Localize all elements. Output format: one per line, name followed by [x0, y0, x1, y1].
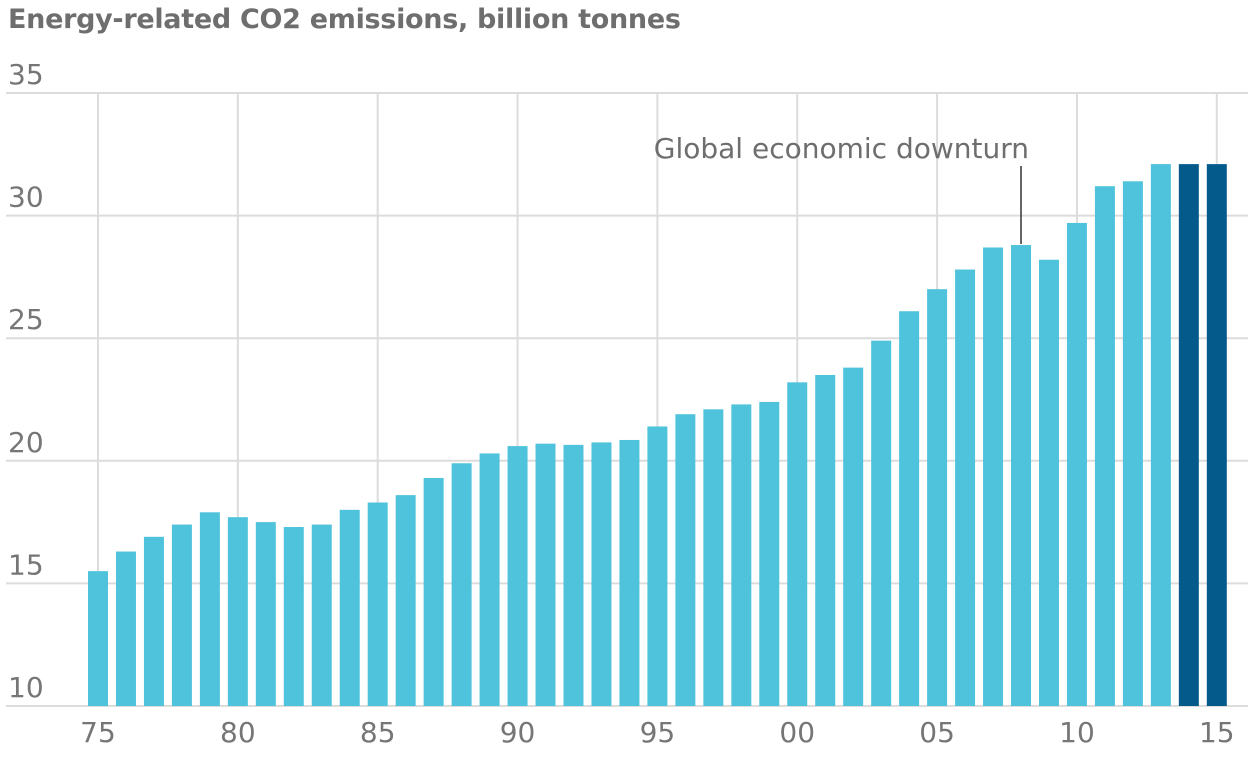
bar-2006 — [955, 269, 976, 706]
bar-2000 — [787, 382, 808, 706]
bar-1998 — [731, 404, 752, 706]
x-tick-label: 80 — [220, 716, 256, 749]
bar-1975 — [88, 571, 108, 706]
bar-2012 — [1122, 181, 1143, 707]
x-axis-ticks: 75 80 85 90 95 00 05 10 15 — [80, 716, 1234, 749]
bar-2008 — [1011, 245, 1032, 707]
bar-1976 — [115, 551, 136, 706]
bar-1993 — [591, 442, 612, 706]
x-tick-label: 00 — [779, 716, 815, 749]
bar-2014 — [1178, 164, 1199, 706]
bar-1991 — [535, 443, 556, 706]
bar-1990 — [507, 446, 528, 706]
bar-1988 — [451, 463, 472, 706]
x-tick-label: 95 — [640, 716, 676, 749]
bar-2003 — [871, 340, 892, 706]
bar-1987 — [423, 477, 444, 706]
y-tick-label: 30 — [8, 181, 44, 214]
bar-1986 — [395, 495, 416, 706]
bar-2005 — [927, 289, 948, 706]
bar-1985 — [367, 502, 388, 706]
bar-1983 — [311, 524, 332, 706]
bar-2004 — [899, 311, 920, 706]
bar-1999 — [759, 401, 780, 706]
x-tick-label: 85 — [360, 716, 396, 749]
bar-2011 — [1094, 186, 1115, 706]
y-tick-label: 20 — [8, 426, 44, 459]
bar-1984 — [339, 509, 360, 706]
y-axis-ticks: 10 15 20 25 30 35 — [8, 58, 44, 704]
x-tick-label: 10 — [1059, 716, 1095, 749]
bar-1979 — [199, 512, 220, 706]
bar-2002 — [843, 367, 864, 706]
bar-2015 — [1206, 164, 1227, 706]
bar-2009 — [1038, 259, 1059, 706]
bar-2007 — [983, 247, 1004, 706]
bar-1996 — [675, 414, 696, 706]
y-tick-label: 35 — [8, 58, 44, 91]
bar-1997 — [703, 409, 724, 706]
bar-1982 — [283, 527, 304, 706]
x-tick-label: 75 — [80, 716, 116, 749]
bar-1980 — [227, 517, 248, 706]
bar-2010 — [1066, 222, 1087, 706]
y-tick-label: 10 — [8, 671, 44, 704]
x-tick-label: 90 — [500, 716, 536, 749]
y-tick-label: 25 — [8, 303, 44, 336]
bar-2013 — [1150, 164, 1171, 706]
x-tick-label: 15 — [1199, 716, 1235, 749]
bar-1995 — [647, 426, 668, 706]
bar-1989 — [479, 453, 500, 706]
bar-1977 — [143, 536, 164, 706]
annotation: Global economic downturn — [654, 132, 1029, 245]
y-tick-label: 15 — [8, 548, 44, 581]
bars — [88, 164, 1227, 707]
bar-1981 — [255, 522, 276, 706]
bar-1994 — [619, 439, 640, 706]
bar-2001 — [815, 374, 836, 706]
chart-title: Energy-related CO2 emissions, billion to… — [8, 4, 681, 35]
x-tick-label: 05 — [919, 716, 955, 749]
bar-1992 — [563, 444, 584, 706]
bar-1978 — [171, 524, 192, 706]
annotation-label: Global economic downturn — [654, 132, 1029, 165]
